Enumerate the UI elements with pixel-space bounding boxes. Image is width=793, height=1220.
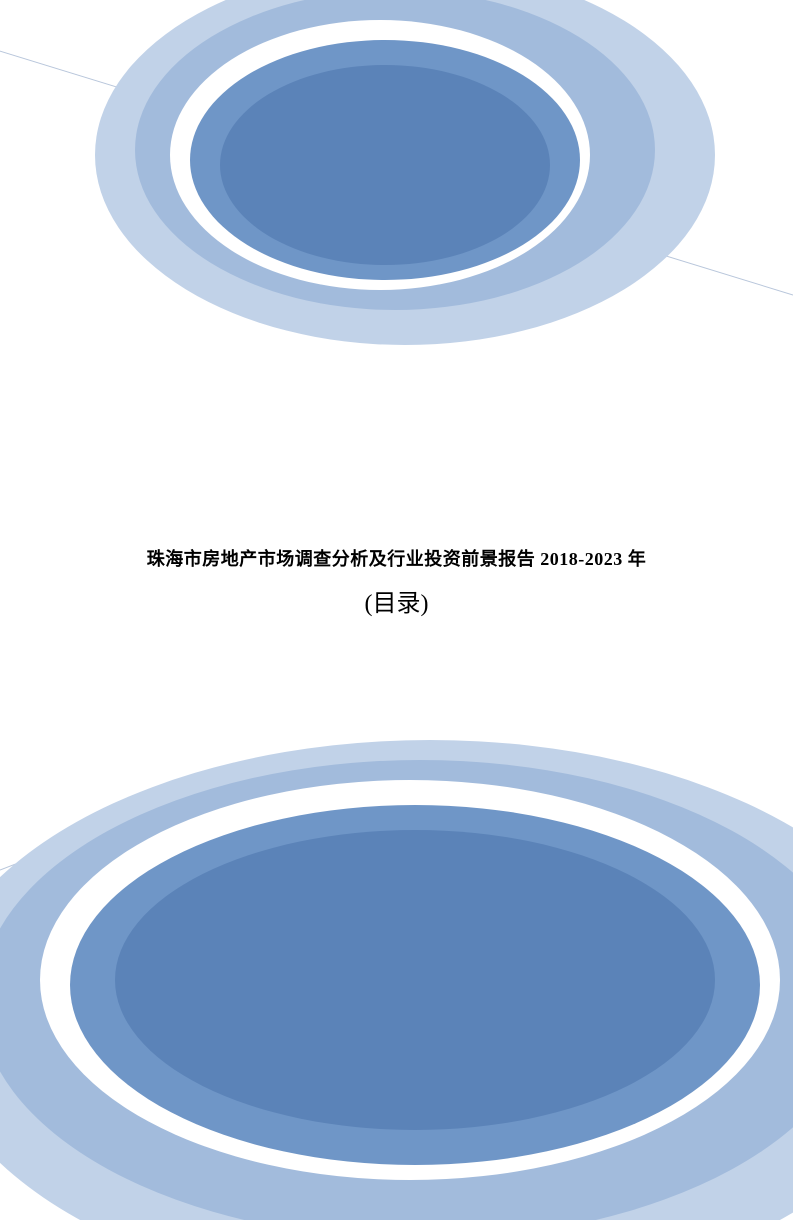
subtitle-toc: (目录) — [0, 583, 793, 618]
bottom-decoration — [0, 720, 793, 1220]
document-cover-page: 珠海市房地产市场调查分析及行业投资前景报告 2018-2023 年 (目录) — [0, 0, 793, 1122]
title-block: 珠海市房地产市场调查分析及行业投资前景报告 2018-2023 年 (目录) — [0, 545, 793, 618]
top-decoration — [0, 0, 793, 420]
report-title: 珠海市房地产市场调查分析及行业投资前景报告 2018-2023 年 — [0, 545, 793, 571]
